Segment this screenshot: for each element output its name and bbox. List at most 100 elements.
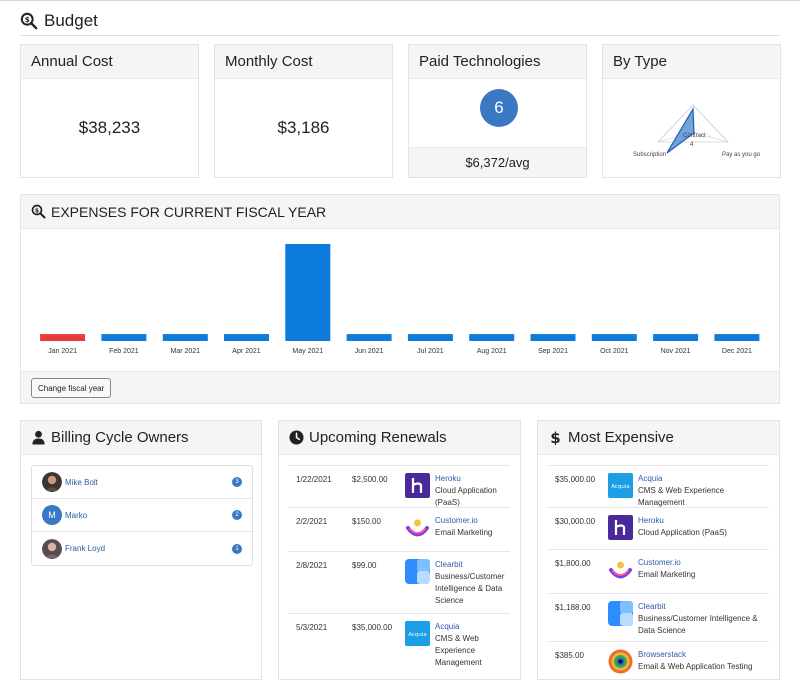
owner-name[interactable]: Frank Loyd — [65, 544, 106, 553]
acquia-logo: Acquia — [608, 473, 633, 498]
expensive-category: CMS & Web Experience Management — [638, 485, 724, 509]
renewal-date: 2/2/2021 — [296, 517, 328, 526]
bar-nov-2021[interactable] — [653, 334, 699, 341]
radar-label-contract: Contract — [683, 133, 706, 139]
x-tick-label: Jan 2021 — [48, 348, 77, 355]
clock-icon — [289, 430, 304, 445]
bar-jul-2021[interactable] — [407, 334, 453, 341]
x-tick-label: May 2021 — [292, 348, 323, 355]
avatar-mike-bolt — [42, 472, 62, 492]
expensive-category: Business/Customer Intelligence & Data Sc… — [638, 613, 758, 637]
bar-jun-2021[interactable] — [346, 334, 392, 341]
svg-text:$: $ — [25, 14, 30, 23]
expensive-category: Email Marketing — [638, 569, 695, 581]
page-title: Budget — [44, 10, 98, 30]
x-tick-label: Mar 2021 — [171, 348, 201, 355]
svg-text:$: $ — [35, 207, 39, 214]
change-fiscal-year-button[interactable]: Change fiscal year — [31, 378, 112, 398]
renewal-category: Email Marketing — [435, 527, 492, 539]
x-tick-label: Oct 2021 — [600, 348, 629, 355]
paid-technologies-card: Paid Technologies 6 $6,372/avg — [408, 44, 587, 178]
svg-text:$: $ — [550, 430, 560, 445]
by-type-radar-chart — [657, 104, 729, 154]
expenses-title: EXPENSES FOR CURRENT FISCAL YEAR — [51, 203, 327, 220]
bar-may-2021[interactable] — [285, 244, 331, 341]
renewal-name-link[interactable]: Acquia — [435, 622, 460, 631]
category-line: Management — [638, 498, 685, 507]
monthly-cost-card: Monthly Cost $3,186 — [214, 44, 393, 178]
annual-cost-value: $38,233 — [78, 118, 141, 137]
expensive-row-acquia: $35,000.00 Acquia Acquia CMS & Web Exper… — [548, 465, 769, 507]
avatar-frank-loyd — [42, 538, 62, 559]
billing-owners-title: Billing Cycle Owners — [51, 429, 189, 446]
browserstack-logo — [608, 649, 633, 674]
expensive-name-link[interactable]: Heroku — [638, 516, 664, 525]
radar-series — [666, 106, 695, 154]
most-expensive-title: Most Expensive — [568, 429, 674, 446]
renewal-name-link[interactable]: Heroku — [435, 474, 461, 483]
monthly-cost-value: $3,186 — [277, 118, 330, 137]
category-line: Experience — [435, 646, 476, 655]
owner-item-marko[interactable]: M Marko 2 — [32, 499, 252, 532]
expenses-header: $ EXPENSES FOR CURRENT FISCAL YEAR — [21, 195, 779, 229]
owner-name[interactable]: Marko — [65, 510, 88, 520]
renewal-row-acquia: 5/3/2021 $35,000.00 Acquia Acquia CMS & … — [289, 613, 510, 679]
heroku-logo — [608, 515, 633, 540]
renewal-price: $35,000.00 — [352, 623, 393, 632]
renewal-name-link[interactable]: Clearbit — [435, 560, 463, 569]
owner-count-badge: 2 — [232, 510, 242, 520]
acquia-logo: Acquia — [405, 621, 430, 646]
bar-aug-2021[interactable] — [469, 334, 515, 341]
expensive-row-browserstack: $385.00 Browserstack Email & Web Applica… — [548, 641, 769, 679]
category-line: Business/Customer Intelligence & — [638, 614, 758, 623]
upcoming-renewals-card: Upcoming Renewals 1/22/2021 $2,500.00 He… — [278, 420, 521, 680]
expensive-price: $1,800.00 — [555, 559, 591, 568]
search-dollar-icon: $ — [31, 204, 46, 219]
upcoming-renewals-header: Upcoming Renewals — [279, 421, 520, 455]
owner-item-mike-bolt[interactable]: Mike Bolt 3 — [32, 466, 252, 499]
customerio-logo — [609, 561, 632, 579]
bar-feb-2021[interactable] — [101, 334, 147, 341]
category-line: Intelligence & Data — [435, 584, 503, 593]
owner-name[interactable]: Mike Bolt — [65, 477, 98, 487]
monthly-cost-title: Monthly Cost — [215, 45, 392, 79]
owner-count-badge: 1 — [232, 543, 242, 554]
expenses-footer: Change fiscal year — [21, 371, 779, 403]
renewal-category: Business/Customer Intelligence & Data Sc… — [435, 571, 504, 607]
annual-cost-title: Annual Cost — [21, 45, 198, 79]
bar-mar-2021[interactable] — [162, 334, 208, 341]
expensive-row-customerio: $1,800.00 Customer.io Email Marketing — [548, 549, 769, 593]
expenses-card: $ EXPENSES FOR CURRENT FISCAL YEAR Jan 2… — [20, 194, 780, 404]
clearbit-logo — [608, 601, 633, 626]
category-line: Email Marketing — [638, 570, 696, 579]
radar-label-payg: Pay as you go — [722, 152, 761, 158]
bar-oct-2021[interactable] — [591, 334, 637, 341]
most-expensive-header: $ Most Expensive — [538, 421, 779, 455]
owner-count-badge: 3 — [232, 477, 242, 487]
owner-item-frank-loyd[interactable]: Frank Loyd 1 — [32, 532, 252, 565]
expensive-row-clearbit: $1,188.00 Clearbit Business/Customer Int… — [548, 593, 769, 641]
renewal-category: CMS & Web Experience Management — [435, 633, 482, 669]
bar-jan-2021[interactable] — [40, 334, 86, 341]
bar-sep-2021[interactable] — [530, 334, 576, 341]
renewal-name-link[interactable]: Customer.io — [435, 516, 478, 525]
expensive-name-link[interactable]: Browserstack — [638, 650, 687, 659]
customerio-logo — [406, 519, 429, 537]
page-header: $ Budget — [20, 6, 780, 36]
expensive-category: Cloud Application (PaaS) — [638, 527, 727, 539]
expensive-price: $30,000.00 — [555, 517, 596, 526]
category-line: Cloud Application — [435, 486, 497, 495]
bar-dec-2021[interactable] — [714, 334, 760, 341]
user-icon — [32, 430, 45, 445]
expensive-price: $1,188.00 — [555, 603, 591, 612]
expensive-name-link[interactable]: Customer.io — [638, 558, 681, 567]
expensive-name-link[interactable]: Acquia — [638, 474, 663, 483]
expensive-price: $385.00 — [555, 651, 584, 660]
expensive-name-link[interactable]: Clearbit — [638, 602, 666, 611]
category-line: Science — [435, 596, 464, 605]
x-tick-label: Jul 2021 — [417, 348, 444, 355]
x-tick-label: Aug 2021 — [477, 348, 507, 355]
bar-apr-2021[interactable] — [224, 334, 269, 341]
renewal-row-clearbit: 2/8/2021 $99.00 Clearbit Business/Custom… — [289, 551, 510, 613]
billing-owners-card: Billing Cycle Owners Mike Bolt 3 M Marko… — [20, 420, 262, 680]
